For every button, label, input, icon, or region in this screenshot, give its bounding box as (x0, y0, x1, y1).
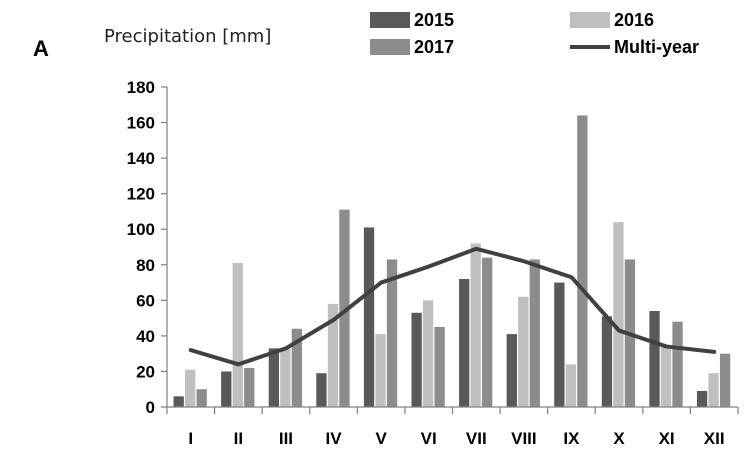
x-tick-label-V: V (375, 429, 387, 448)
legend-swatch-2015 (370, 12, 410, 28)
bar-2016-IV (327, 303, 339, 407)
panel-label: A (33, 36, 49, 61)
y-axis-label: Precipitation [mm] (104, 26, 271, 47)
x-tick-label-VII: VII (466, 429, 487, 448)
bar-2017-XII (719, 353, 731, 407)
bar-2016-X (613, 222, 624, 407)
x-tick-label-VI: VI (421, 429, 437, 448)
bar-2015-I (173, 396, 184, 407)
bar-2016-IX (565, 364, 577, 407)
x-tick-label-XII: XII (704, 429, 725, 448)
x-axis-labels: I II III IV V VI VII VIII IX X XI XII (188, 429, 724, 448)
bar-2015-IX (554, 282, 565, 407)
bar-2015-VI (411, 312, 422, 407)
y-tick-label-40: 40 (136, 327, 155, 346)
y-tick-label-60: 60 (136, 291, 155, 310)
x-tick-label-III: III (279, 429, 293, 448)
legend-swatch-2017 (370, 39, 410, 55)
bar-2017-VIII (529, 259, 540, 407)
x-tick-label-XI: XI (659, 429, 675, 448)
y-tick-label-140: 140 (127, 149, 155, 168)
bar-2015-V (363, 227, 375, 407)
bar-2015-III (268, 348, 280, 407)
y-axis-ticks: 0 20 40 60 80 100 120 140 160 180 (127, 78, 167, 417)
y-tick-label-0: 0 (146, 398, 155, 417)
bar-2017-V (386, 259, 398, 407)
legend-swatch-2016 (570, 12, 610, 28)
bar-2016-VI (422, 300, 434, 407)
bar-2015-XII (696, 391, 708, 407)
y-tick-label-120: 120 (127, 185, 155, 204)
x-tick-label-X: X (613, 429, 625, 448)
bar-2017-VII (482, 257, 493, 407)
x-tick-label-IX: IX (563, 429, 580, 448)
bars (173, 115, 731, 407)
bar-2017-VI (434, 327, 445, 407)
y-tick-label-180: 180 (127, 78, 155, 97)
bar-2016-II (232, 263, 243, 407)
bar-2017-IX (577, 115, 588, 407)
bar-2016-III (280, 348, 291, 407)
x-tick-label-II: II (234, 429, 243, 448)
legend-label-2016: 2016 (614, 10, 654, 30)
y-tick-label-100: 100 (127, 220, 155, 239)
legend-label-multi-year: Multi-year (614, 37, 699, 57)
bar-2017-XI (672, 321, 683, 407)
y-tick-label-160: 160 (127, 114, 155, 133)
bar-2015-VIII (506, 334, 517, 407)
bar-2015-VII (459, 279, 470, 407)
bar-2016-V (375, 334, 386, 407)
legend-label-2015: 2015 (414, 10, 454, 30)
x-tick-label-VIII: VIII (511, 429, 537, 448)
bar-2015-II (221, 371, 232, 407)
legend: 2015 2016 2017 Multi-year (370, 10, 699, 57)
legend-label-2017: 2017 (414, 37, 454, 57)
y-tick-label-20: 20 (136, 362, 155, 381)
multi-year-line-layer (188, 246, 717, 367)
bar-2016-I (185, 369, 196, 407)
bar-2016-VII (470, 243, 481, 407)
bar-2017-II (244, 367, 255, 407)
x-tick-label-IV: IV (326, 429, 343, 448)
bar-2017-I (196, 389, 207, 407)
bar-2015-X (601, 316, 613, 407)
bar-2015-XI (649, 311, 660, 407)
bar-2016-VIII (518, 296, 529, 407)
bar-2017-IV (339, 209, 350, 407)
axes (166, 87, 739, 414)
bar-2015-IV (316, 373, 327, 407)
bar-2016-XII (708, 373, 719, 407)
bar-2016-XI (660, 344, 672, 407)
x-tick-label-I: I (188, 429, 193, 448)
bar-2017-III (291, 328, 303, 407)
line-multi-year (188, 246, 717, 367)
y-tick-label-80: 80 (136, 256, 155, 275)
